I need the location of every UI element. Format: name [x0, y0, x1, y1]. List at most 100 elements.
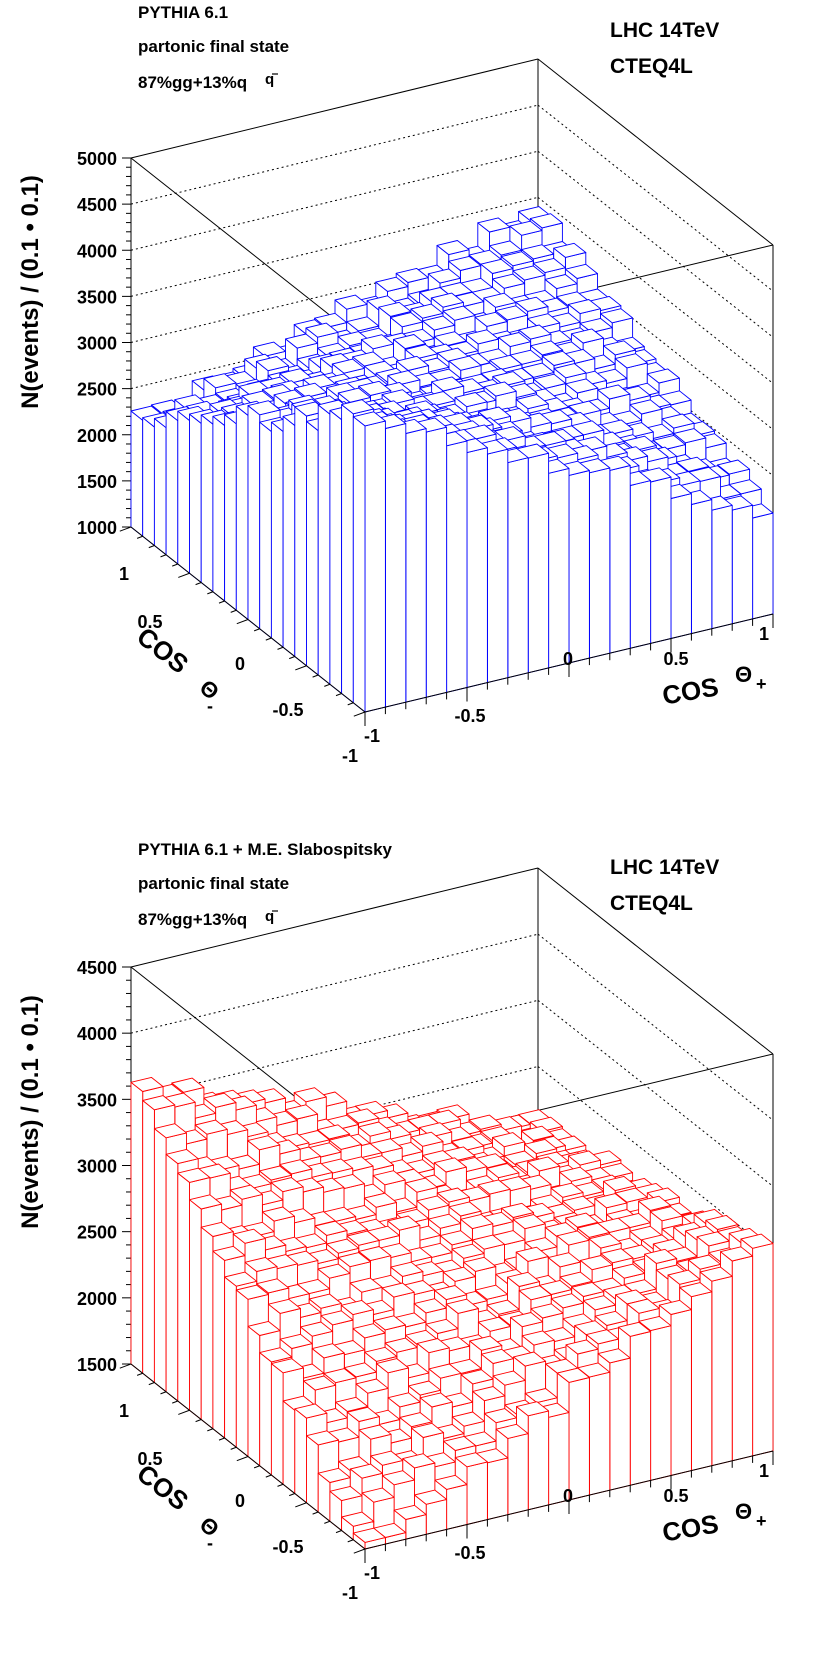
bar-face-top [477, 406, 511, 422]
bar-face-front [568, 1377, 590, 1501]
y-tick [119, 1363, 132, 1369]
y-tick-label: 0.5 [137, 1449, 162, 1469]
bar-face-top [696, 1231, 730, 1247]
bar-face-front [568, 470, 590, 664]
bar-face-top [285, 333, 319, 349]
bar-face-side [306, 420, 319, 676]
y-tick-label: -0.5 [272, 700, 303, 720]
bar-face-top [256, 1278, 290, 1294]
bar-face-top [498, 332, 532, 348]
bar-face-top [261, 1206, 295, 1222]
bar-face-top [717, 459, 751, 475]
bar-face-side [317, 404, 331, 685]
bar-face-top [474, 1284, 508, 1300]
bar-face-top [559, 1166, 593, 1182]
bar-face-top [451, 1243, 485, 1259]
bar-face-top [527, 313, 561, 329]
bar-face-top [489, 354, 523, 370]
bar-face-top [579, 1255, 613, 1271]
bar-face-front [446, 440, 468, 693]
y-tick [347, 1539, 354, 1543]
y-tick [218, 600, 225, 604]
mixture-qbar-label: q [265, 908, 274, 925]
x-axis-symbol: Θ [735, 662, 752, 687]
x-axis-subscript: + [756, 1511, 767, 1531]
x-tick-label: 0 [563, 649, 573, 669]
bar-face-front [548, 467, 570, 669]
bar-face-top [556, 1367, 590, 1383]
bar-face-side [212, 1250, 226, 1439]
bar-face-side [352, 416, 366, 713]
y-tick [265, 1474, 272, 1478]
lego-chart-top: 100015002000250030003500400045005000-1-0… [17, 3, 774, 766]
bar-face-top [565, 1212, 599, 1228]
y-tick [253, 628, 260, 632]
bar-face-top [556, 1230, 590, 1246]
bar-face-front [507, 1433, 529, 1516]
bar-face-top [259, 1347, 293, 1363]
bar-face-top [414, 1489, 448, 1505]
bar-face-top [340, 1299, 374, 1316]
bar-face-top [343, 1362, 377, 1378]
grid-line-left [130, 150, 539, 251]
bar-face-top [247, 1320, 281, 1336]
bar-face-top [194, 1119, 228, 1135]
bar-face-top [740, 1233, 774, 1249]
bar-face-top [378, 301, 412, 317]
y-tick-label: 0 [235, 654, 245, 674]
bar-face-top [495, 1423, 529, 1439]
bar-face-side [306, 1435, 319, 1513]
bar-face-front [425, 1498, 448, 1535]
bar-face-top [255, 356, 289, 372]
chart-labels: PYTHIA 6.1 partonic final state 87%gg+13%q… [138, 3, 719, 92]
bar-face-side [165, 411, 179, 565]
bar-face-top [454, 392, 488, 408]
y-tick-label: 1 [119, 1401, 129, 1421]
bar-face-top [358, 1246, 392, 1262]
lego-plot-bottom: 1500 2000 2500 3000 3500 4000 4500 -1 -0.5 0 0.5 1-… [0, 837, 823, 1674]
bar-face-top [203, 1092, 237, 1108]
bar-face-top [501, 1202, 535, 1218]
bar-face-top [294, 1403, 328, 1419]
bar-face-top [515, 296, 549, 312]
bar-face-top [559, 1271, 593, 1287]
bar-face-top [317, 1467, 351, 1483]
bar-face-side [282, 1400, 296, 1494]
bar-face-top [477, 1179, 511, 1195]
bar-face-top [541, 350, 575, 366]
energy-label: LHC 14TeV [610, 856, 719, 879]
y-tick [324, 683, 331, 687]
bar-face-top [492, 1132, 526, 1148]
bar-face-top [516, 1401, 550, 1417]
bar-face-top [235, 1284, 269, 1300]
bar-face-side [235, 1289, 249, 1457]
bar-face-front [384, 423, 407, 708]
bar-face-top [410, 303, 444, 319]
y-tick-label: 0 [235, 1491, 245, 1511]
bar-face-top [515, 1246, 549, 1262]
bar-face-top [402, 1453, 436, 1469]
bar-face-top [153, 1123, 187, 1139]
x-tick-label: -0.5 [454, 706, 485, 726]
top-edge-back-right [537, 867, 774, 1055]
y-tick [277, 646, 284, 650]
bar-face-front [752, 512, 774, 620]
bar-face-top [252, 341, 286, 357]
y-tick [195, 1419, 202, 1423]
bar-face-side [235, 405, 249, 620]
x-tick-label: -0.5 [454, 1543, 485, 1563]
bar-face-side [165, 1153, 179, 1402]
bar-face-top [305, 322, 339, 338]
y-tick [160, 554, 167, 558]
bar-face-top [399, 1412, 433, 1428]
bar-face-front [690, 499, 713, 635]
generator-label: PYTHIA 6.1 [138, 3, 228, 22]
bar-face-top [411, 1422, 445, 1438]
y-tick [347, 702, 354, 706]
bar-face-front [711, 1275, 733, 1467]
y-tick [218, 1437, 225, 1441]
bar-face-top [492, 273, 526, 289]
lego-plot-top: 1000 1500 2000 2500 3000 3500 4000 4500 5000 -1 -0… [17, 3, 774, 766]
bar-face-top [410, 1131, 444, 1147]
